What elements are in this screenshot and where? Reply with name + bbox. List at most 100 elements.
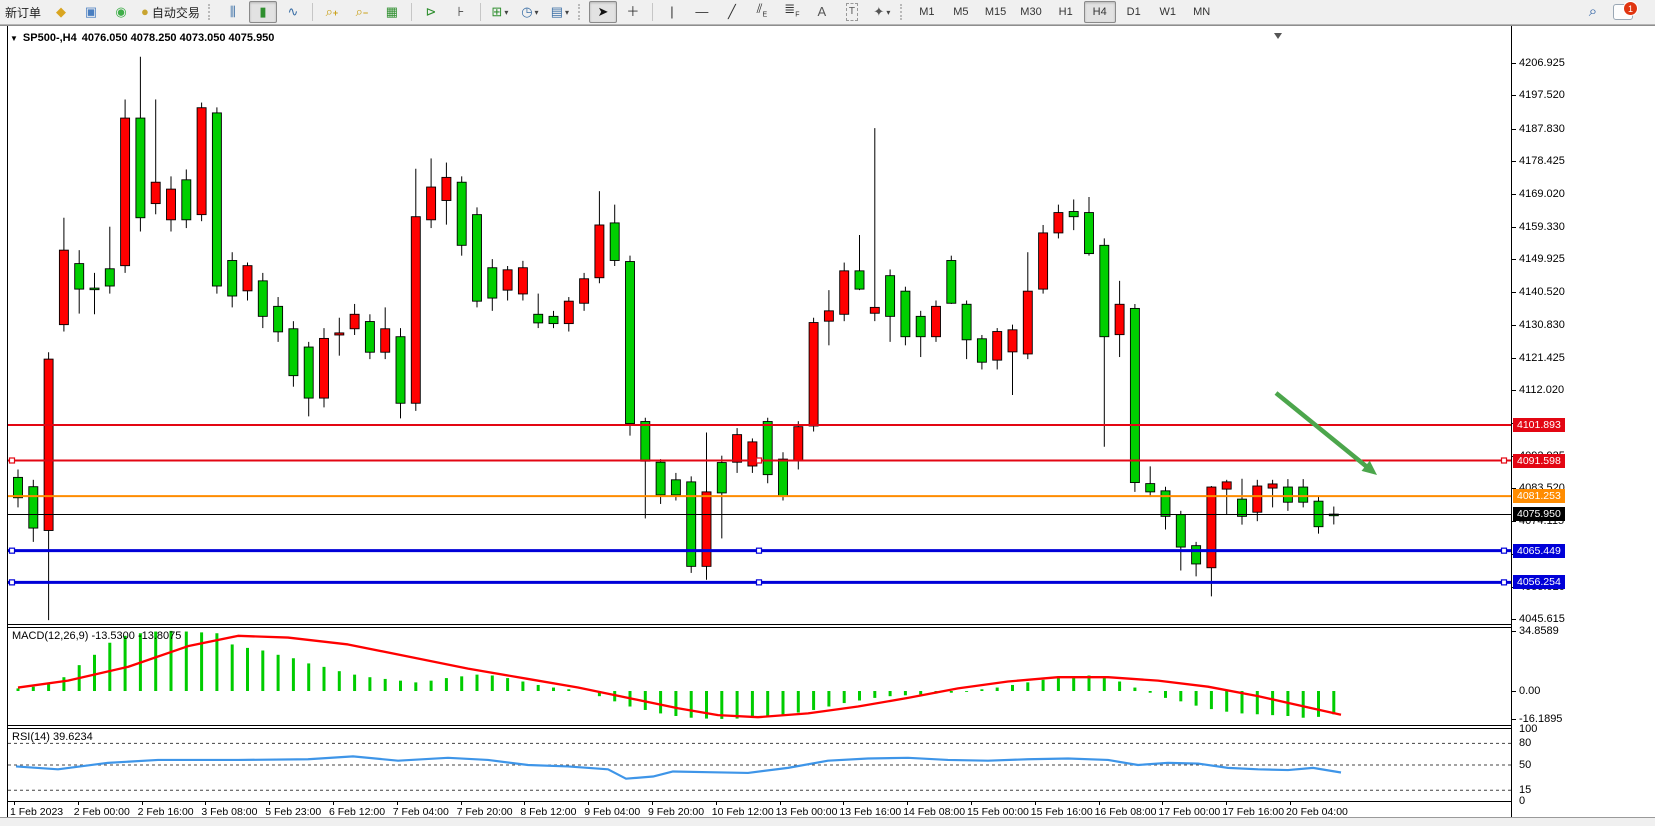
text-label-icon[interactable]: T	[838, 1, 866, 23]
candle-body	[931, 305, 941, 338]
time-tick-label: 15 Feb 16:00	[1030, 806, 1093, 818]
cursor-icon[interactable]: ➤	[588, 1, 617, 23]
candle-body	[1007, 329, 1018, 353]
line-handle[interactable]	[8, 579, 16, 586]
autotrade-button[interactable]: ● 自动交易	[137, 1, 204, 23]
candle-body	[426, 186, 437, 221]
price-axis[interactable]: 4206.925 4197.520 4187.830 4178.425 4169.020…	[1511, 26, 1655, 817]
line-handle[interactable]	[755, 579, 763, 586]
time-tick-label: 17 Feb 16:00	[1222, 806, 1285, 818]
autotrade-globe-icon: ●	[141, 4, 149, 19]
timeframe-d1[interactable]: D1	[1126, 6, 1141, 18]
macd-panel[interactable]	[8, 628, 1511, 724]
time-tick-label: 5 Feb 23:00	[265, 806, 322, 818]
candle-body	[594, 224, 605, 279]
macd-signal-line	[17, 634, 1342, 719]
candle-body	[441, 176, 452, 201]
timeframe-mn[interactable]: MN	[1193, 6, 1211, 18]
line-chart-icon[interactable]: ∿	[287, 4, 299, 19]
trend-arrow-annotation[interactable]	[1274, 391, 1371, 471]
bar-chart-icon[interactable]: ⫼	[229, 4, 236, 19]
candle-body	[533, 313, 544, 324]
time-tick	[14, 802, 15, 805]
text-icon[interactable]: A	[817, 4, 827, 19]
symbol-period-label: SP500-,H4	[22, 32, 77, 44]
auto-scroll-icon[interactable]: ⊳	[425, 4, 437, 19]
time-tick	[1034, 802, 1036, 805]
arrows-icon[interactable]: ✦ ▾	[873, 4, 891, 19]
candle-body	[1282, 486, 1293, 503]
timeframe-m1[interactable]: M1	[919, 6, 935, 18]
price-line-badge: 4081.253	[1513, 489, 1565, 504]
candle-body	[1221, 481, 1232, 490]
timeframe-w1[interactable]: W1	[1159, 6, 1176, 18]
price-tick-label: 4121.425	[1519, 351, 1565, 364]
candle-body	[74, 263, 85, 290]
main-chart-panel[interactable]	[8, 31, 1511, 623]
timeframe-m15[interactable]: M15	[984, 6, 1007, 18]
line-handle[interactable]	[755, 457, 763, 464]
hline-icon[interactable]: —	[695, 4, 709, 19]
fibonacci-icon[interactable]: ≣F	[784, 0, 800, 19]
timeframe-h1[interactable]: H1	[1058, 6, 1073, 18]
macd-axis-tick	[1512, 630, 1516, 632]
window-bottom-strip	[0, 817, 1655, 826]
rsi-panel[interactable]	[8, 729, 1511, 801]
candle-body	[1038, 232, 1049, 290]
chart-title: ▼ SP500-,H4 4076.050 4078.250 4073.050 4…	[10, 32, 274, 44]
period-clock-icon[interactable]: ◷ ▾	[521, 4, 539, 19]
notifications-button[interactable]: 1	[1609, 1, 1647, 23]
zoom-in-icon[interactable]: ⌕+	[325, 3, 339, 19]
vline-icon[interactable]: |	[670, 4, 674, 19]
candle-body	[349, 313, 360, 330]
candle-body	[227, 260, 238, 297]
zoom-out-icon[interactable]: ⌕−	[355, 3, 369, 19]
candle-body	[946, 260, 957, 304]
timeframe-m30[interactable]: M30	[1020, 6, 1042, 18]
candle-body	[1129, 307, 1140, 484]
crosshair-icon[interactable]: ＋	[626, 4, 640, 19]
line-handle[interactable]	[1500, 457, 1508, 464]
indicators-icon[interactable]: ⊞ ▾	[491, 4, 509, 19]
new-order-button[interactable]: 新订单	[5, 5, 42, 20]
new-order-icon[interactable]: ◆	[56, 4, 67, 19]
timeframe-h4[interactable]: H4	[1083, 1, 1116, 23]
time-tick	[141, 802, 143, 805]
candle-body	[472, 214, 482, 302]
collapse-triangle-icon[interactable]: ▼	[10, 33, 18, 43]
price-tick-label: 4130.830	[1519, 319, 1565, 332]
candle-body	[579, 278, 590, 304]
price-tick-label: 4187.830	[1519, 122, 1565, 135]
candle-body	[900, 290, 911, 338]
line-handle[interactable]	[755, 547, 763, 554]
signal-icon[interactable]: ◉	[115, 4, 127, 19]
line-handle[interactable]	[1500, 547, 1508, 554]
candle-body	[808, 322, 819, 427]
metaeditor-icon[interactable]: ▣	[84, 4, 98, 19]
candlestick-chart-icon[interactable]: ▮	[248, 1, 277, 23]
candle-body	[13, 476, 23, 499]
price-tick-label: 4206.925	[1519, 56, 1565, 69]
tile-windows-icon[interactable]: ▦	[385, 4, 399, 19]
candle-body	[135, 117, 146, 219]
line-handle[interactable]	[8, 547, 16, 554]
candle-body	[502, 269, 513, 291]
candle-body	[732, 434, 743, 463]
trendline-icon[interactable]: ╱	[727, 4, 736, 19]
candle-body	[517, 267, 528, 295]
channel-icon[interactable]: ⫽E	[756, 0, 768, 19]
templates-icon[interactable]: ▤ ▾	[550, 4, 570, 19]
trend-arrow-head	[1361, 460, 1377, 475]
time-tick-label: 7 Feb 20:00	[456, 806, 513, 818]
candle-body	[885, 275, 896, 317]
timeframe-m5[interactable]: M5	[953, 6, 969, 18]
line-handle[interactable]	[8, 457, 16, 464]
search-icon[interactable]: ⌕	[1588, 3, 1598, 20]
time-axis[interactable]: 1 Feb 2023 2 Feb 00:00 2 Feb 16:00 3 Feb 08…	[8, 802, 1511, 818]
candle-body	[869, 306, 880, 314]
line-handle[interactable]	[1500, 579, 1508, 586]
chart-shift-icon[interactable]: ⊦	[457, 4, 465, 19]
macd-axis-label: -16.1895	[1519, 712, 1563, 725]
candle-body	[1267, 483, 1278, 489]
price-tick-label: 4178.425	[1519, 155, 1565, 168]
